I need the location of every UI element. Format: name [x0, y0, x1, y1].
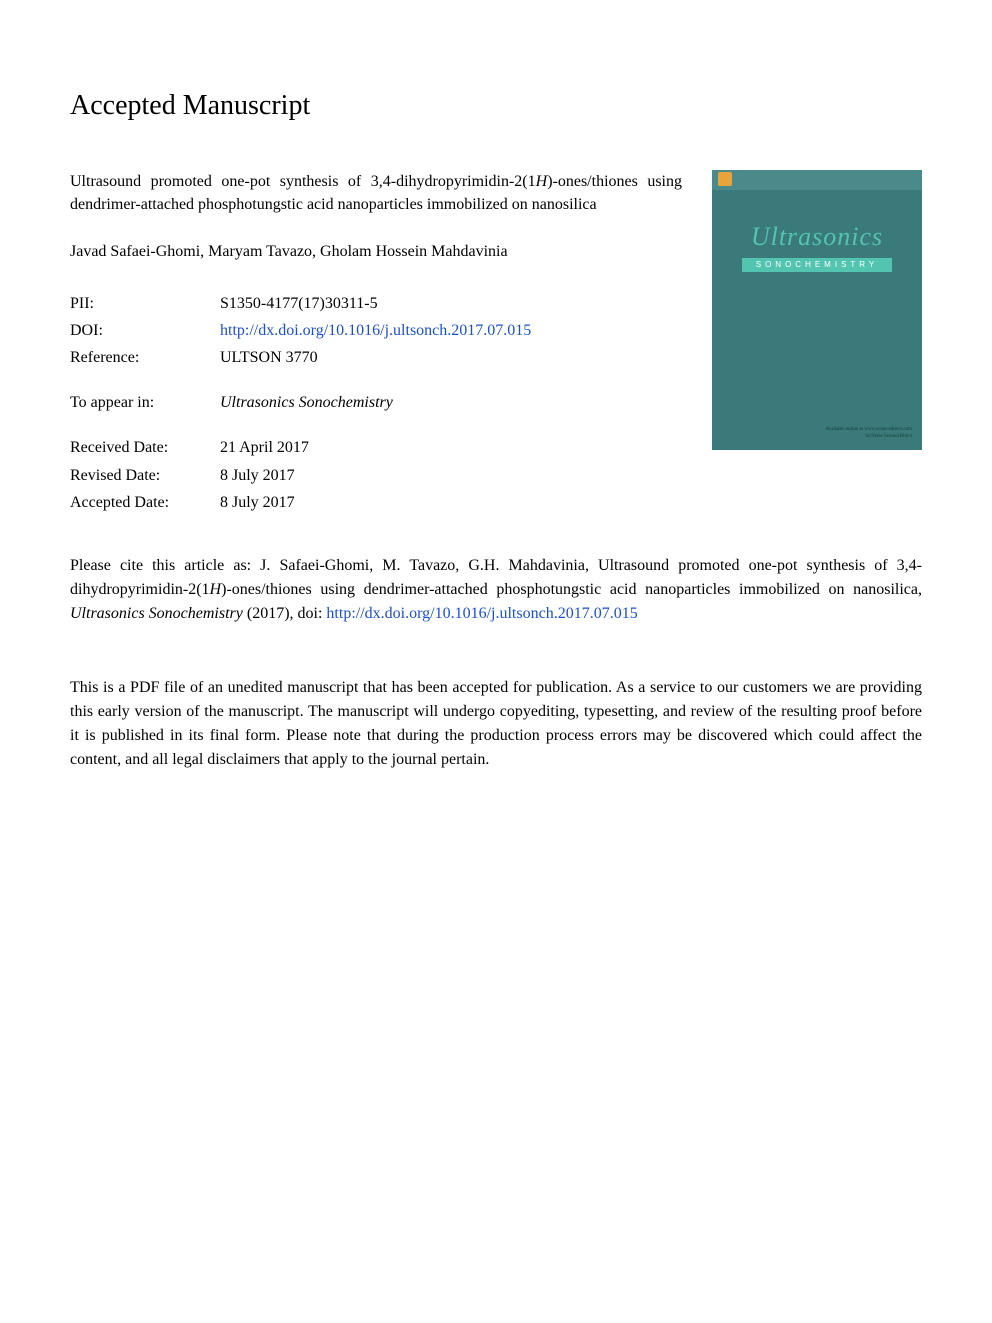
cover-footer-line1: Available online at www.sciencedirect.co… — [825, 427, 912, 434]
elsevier-logo-icon — [718, 172, 732, 186]
reference-value: ULTSON 3770 — [220, 346, 682, 369]
title-italic-H: H — [536, 173, 548, 190]
citation-journal: Ultrasonics Sonochemistry — [70, 605, 243, 622]
reference-label: Reference: — [70, 346, 220, 369]
appear-label: To appear in: — [70, 391, 220, 414]
revised-label: Revised Date: — [70, 464, 220, 487]
cover-journal-subtitle: SONOCHEMISTRY — [742, 258, 892, 272]
title-part-1: Ultrasound promoted one-pot synthesis of… — [70, 173, 536, 190]
received-value: 21 April 2017 — [220, 436, 682, 459]
cover-footer: Available online at www.sciencedirect.co… — [825, 427, 912, 440]
spacer — [70, 373, 682, 387]
top-section: Ultrasound promoted one-pot synthesis of… — [70, 170, 922, 514]
received-label: Received Date: — [70, 436, 220, 459]
revised-value: 8 July 2017 — [220, 464, 682, 487]
disclaimer-paragraph: This is a PDF file of an unedited manusc… — [70, 676, 922, 772]
page-heading: Accepted Manuscript — [70, 90, 922, 122]
citation-italic-H: H — [210, 581, 222, 598]
doi-label: DOI: — [70, 319, 220, 342]
citation-mid: )-ones/thiones using dendrimer-attached … — [221, 581, 922, 598]
pii-value: S1350-4177(17)30311-5 — [220, 292, 682, 315]
authors: Javad Safaei-Ghomi, Maryam Tavazo, Ghola… — [70, 240, 682, 263]
appear-value: Ultrasonics Sonochemistry — [220, 391, 682, 414]
cover-header — [712, 170, 922, 190]
article-title: Ultrasound promoted one-pot synthesis of… — [70, 170, 682, 216]
metadata-table: PII: S1350-4177(17)30311-5 DOI: http://d… — [70, 292, 682, 514]
cover-journal-title: Ultrasonics — [712, 222, 922, 252]
journal-cover-thumbnail: Ultrasonics SONOCHEMISTRY Available onli… — [712, 170, 922, 450]
metadata-column: Ultrasound promoted one-pot synthesis of… — [70, 170, 682, 514]
citation-year: (2017), doi: — [243, 605, 327, 622]
pii-label: PII: — [70, 292, 220, 315]
citation-doi-link[interactable]: http://dx.doi.org/10.1016/j.ultsonch.201… — [326, 605, 637, 622]
citation-paragraph: Please cite this article as: J. Safaei-G… — [70, 554, 922, 626]
accepted-label: Accepted Date: — [70, 491, 220, 514]
accepted-value: 8 July 2017 — [220, 491, 682, 514]
doi-link[interactable]: http://dx.doi.org/10.1016/j.ultsonch.201… — [220, 319, 682, 342]
spacer — [70, 418, 682, 432]
cover-footer-line2: SciVerse ScienceDirect — [825, 434, 912, 441]
